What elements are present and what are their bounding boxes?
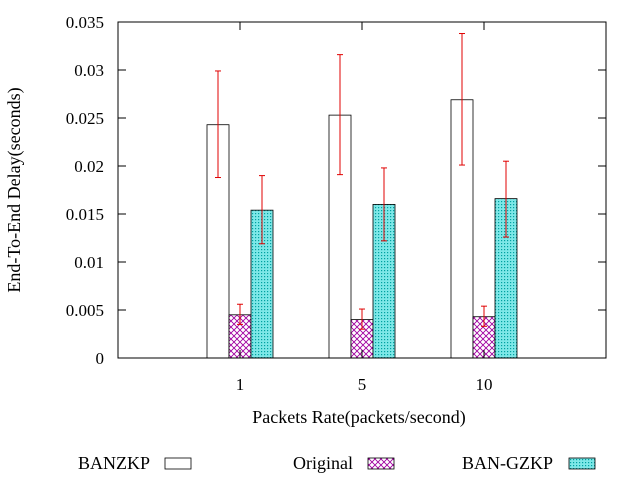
y-axis: 0 0.005 0.01 0.015 0.02 0.025 0.03 0.035 <box>66 13 606 368</box>
legend-swatch <box>568 457 596 470</box>
y-tick-label: 0.02 <box>74 157 104 176</box>
x-axis: 1 5 10 <box>236 22 493 394</box>
legend-label: BAN-GZKP <box>462 453 553 473</box>
x-tick-label: 5 <box>358 375 367 394</box>
legend: BANZKP Original BAN-GZKP <box>78 453 596 473</box>
x-tick-label: 1 <box>236 375 245 394</box>
y-axis-label: End-To-End Delay(seconds) <box>4 87 25 292</box>
y-tick-label: 0.01 <box>74 253 104 272</box>
y-tick-label: 0.035 <box>66 13 104 32</box>
legend-label: BANZKP <box>78 453 150 473</box>
y-tick-label: 0.005 <box>66 301 104 320</box>
y-tick-label: 0 <box>96 349 105 368</box>
x-axis-label: Packets Rate(packets/second) <box>252 407 465 428</box>
legend-label: Original <box>293 453 353 473</box>
plot-frame <box>117 21 607 359</box>
y-tick-label: 0.03 <box>74 61 104 80</box>
x-tick-label: 10 <box>476 375 493 394</box>
legend-swatch <box>367 457 395 470</box>
error-bars-layer <box>215 33 509 330</box>
bars-layer <box>206 99 518 359</box>
y-tick-label: 0.015 <box>66 205 104 224</box>
legend-swatch <box>164 457 192 470</box>
y-tick-label: 0.025 <box>66 109 104 128</box>
